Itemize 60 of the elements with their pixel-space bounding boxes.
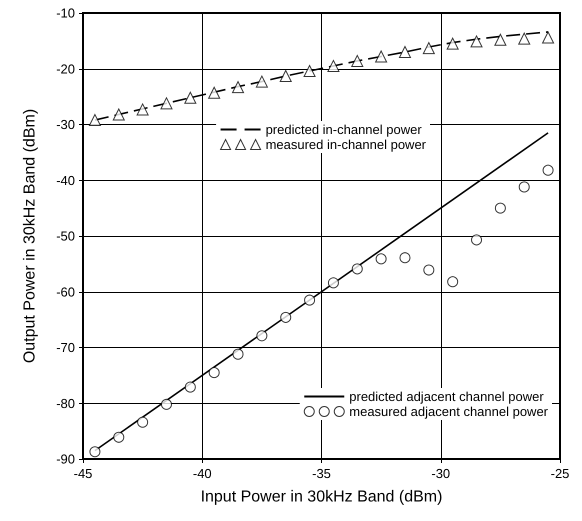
- point: [208, 367, 220, 378]
- legend-label: measured adjacent channel power: [349, 404, 549, 419]
- point: [232, 348, 244, 360]
- point: [398, 46, 411, 58]
- x-tick-label: -45: [74, 466, 92, 481]
- point: [256, 76, 268, 88]
- point: [351, 54, 364, 67]
- point: [518, 181, 530, 192]
- point: [232, 81, 244, 94]
- point: [160, 97, 172, 110]
- y-tick-label: -80: [56, 396, 75, 411]
- point: [160, 398, 172, 410]
- y-tick-label: -10: [56, 6, 75, 20]
- y-tick-label: -30: [56, 117, 75, 132]
- y-tick-label: -50: [56, 228, 75, 244]
- point: [136, 103, 149, 116]
- point: [280, 312, 292, 323]
- point: [518, 32, 530, 45]
- point: [304, 294, 316, 306]
- point: [447, 276, 458, 288]
- legend-label: measured in-channel power: [266, 137, 427, 152]
- point: [542, 32, 554, 44]
- x-tick-label: -25: [550, 466, 570, 481]
- point: [422, 42, 435, 54]
- point: [208, 86, 220, 99]
- y-tick-label: -70: [56, 340, 75, 355]
- x-tick-label: -40: [192, 466, 212, 481]
- legend-label: predicted adjacent channel power: [349, 389, 544, 404]
- point: [470, 35, 483, 48]
- x-tick-label: -35: [312, 466, 331, 481]
- point: [280, 70, 292, 82]
- point: [542, 164, 554, 176]
- point: [88, 114, 101, 126]
- point: [471, 234, 482, 246]
- legend-label: predicted in-channel power: [266, 122, 422, 137]
- point: [423, 264, 434, 276]
- point: [376, 253, 387, 264]
- point: [327, 60, 340, 72]
- point: [328, 277, 339, 288]
- point: [184, 382, 196, 393]
- point: [184, 92, 196, 104]
- point: [89, 446, 100, 458]
- point: [399, 252, 410, 264]
- point: [256, 330, 268, 342]
- y-tick-label: -20: [56, 61, 75, 76]
- point: [446, 38, 459, 50]
- x-tick-label: -30: [431, 466, 450, 481]
- point: [494, 202, 506, 214]
- point: [304, 64, 316, 77]
- point: [375, 50, 388, 62]
- point: [112, 108, 125, 120]
- y-tick-label: -40: [56, 172, 75, 188]
- point: [352, 263, 363, 274]
- y-axis-title: Output Power in 30kHz Band (dBm): [22, 108, 38, 364]
- x-axis-title: Input Power in 30kHz Band (dBm): [200, 488, 442, 506]
- y-tick-label: -60: [56, 284, 75, 300]
- point: [494, 34, 506, 46]
- y-tick-label: -90: [56, 452, 75, 466]
- point: [113, 432, 124, 443]
- point: [137, 416, 148, 428]
